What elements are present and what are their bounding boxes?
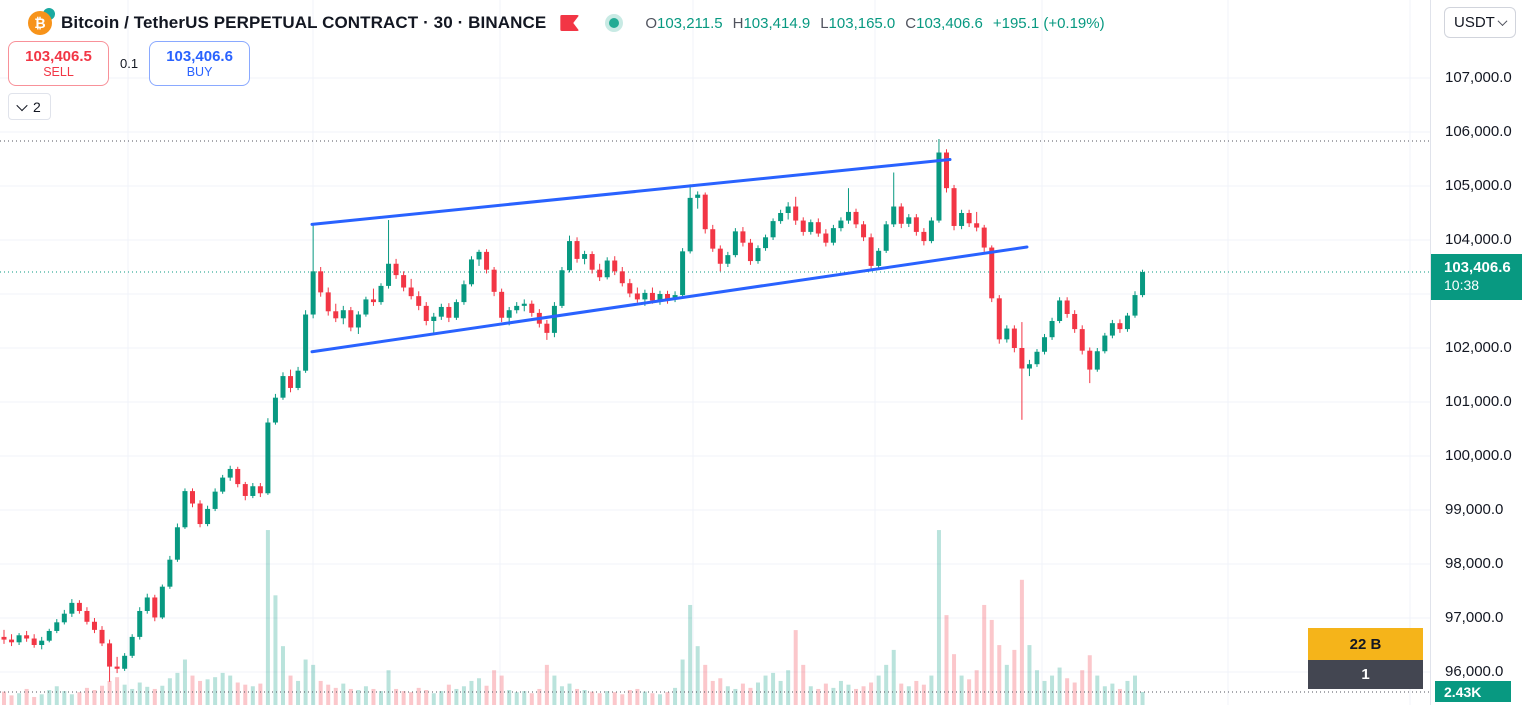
volume-layer <box>2 530 1145 705</box>
price-axis[interactable]: USDT 107,000.0 106,000.0 105,000.0 104,000.… <box>1430 0 1522 705</box>
close-label: C <box>905 14 917 32</box>
price-tick-label: 104,000.0 <box>1445 231 1512 248</box>
volume-value-badge: 2.43K <box>1435 681 1511 702</box>
symbol-header: ₿ Bitcoin / TetherUS PERPETUAL CONTRACT … <box>0 0 1430 46</box>
candles-layer <box>1 139 1146 682</box>
price-tick-label: 102,000.0 <box>1445 339 1512 356</box>
sell-button[interactable]: 103,406.5 SELL <box>8 41 109 86</box>
bar-countdown: 10:38 <box>1444 277 1480 293</box>
price-level-lines <box>0 140 1430 693</box>
open-value: 103,211.5 <box>657 14 723 32</box>
price-tick-label: 96,000.0 <box>1445 663 1504 680</box>
chevron-down-icon <box>1497 16 1508 27</box>
low-value: 103,165.0 <box>828 14 896 32</box>
buy-label: BUY <box>186 64 213 79</box>
buy-price: 103,406.6 <box>166 47 233 65</box>
buy-sell-widget: 103,406.5 SELL 0.1 103,406.6 BUY <box>8 41 251 86</box>
chevron-down-icon <box>16 99 28 111</box>
market-status-icon[interactable] <box>605 14 624 32</box>
candlestick-chart[interactable] <box>0 0 1430 705</box>
trendlines-layer[interactable] <box>310 158 1029 354</box>
price-tick-label: 97,000.0 <box>1445 609 1504 626</box>
high-value: 103,414.9 <box>743 14 811 32</box>
price-tick-label: 106,000.0 <box>1445 123 1512 140</box>
bitcoin-logo-icon: ₿ <box>28 7 56 35</box>
position-size-badge[interactable]: 22 B <box>1308 628 1423 660</box>
low-label: L <box>820 14 829 32</box>
last-price-badge: 103,406.6 10:38 <box>1431 254 1522 300</box>
sell-label: SELL <box>43 64 74 79</box>
spread-value: 0.1 <box>120 56 139 71</box>
open-label: O <box>645 14 657 32</box>
price-tick-label: 98,000.0 <box>1445 555 1504 572</box>
high-label: H <box>732 14 744 32</box>
price-tick-label: 105,000.0 <box>1445 177 1512 194</box>
currency-select[interactable]: USDT <box>1444 7 1516 38</box>
grid-layer <box>0 0 1430 705</box>
currency-label: USDT <box>1454 14 1495 31</box>
symbol-title[interactable]: Bitcoin / TetherUS PERPETUAL CONTRACT · … <box>61 13 547 32</box>
object-tree-count: 2 <box>33 98 41 115</box>
price-tick-label: 107,000.0 <box>1445 69 1512 86</box>
price-tick-label: 101,000.0 <box>1445 393 1512 410</box>
close-value: 103,406.6 <box>916 14 983 32</box>
last-price-value: 103,406.6 <box>1444 259 1511 276</box>
price-tick-label: 99,000.0 <box>1445 501 1504 518</box>
change-value: +195.1 (+0.19%) <box>992 14 1105 32</box>
position-count-badge[interactable]: 1 <box>1308 660 1423 689</box>
object-tree-toggle-button[interactable]: 2 <box>8 93 51 120</box>
price-tick-label: 100,000.0 <box>1445 447 1512 464</box>
sell-price: 103,406.5 <box>25 47 92 65</box>
flag-icon[interactable] <box>560 15 580 31</box>
buy-button[interactable]: 103,406.6 BUY <box>149 41 251 86</box>
order-badges: 22 B 1 <box>1308 628 1423 689</box>
ohlc-legend: O 103,211.5 H 103,414.9 L 103,165.0 C 10… <box>645 15 1104 32</box>
